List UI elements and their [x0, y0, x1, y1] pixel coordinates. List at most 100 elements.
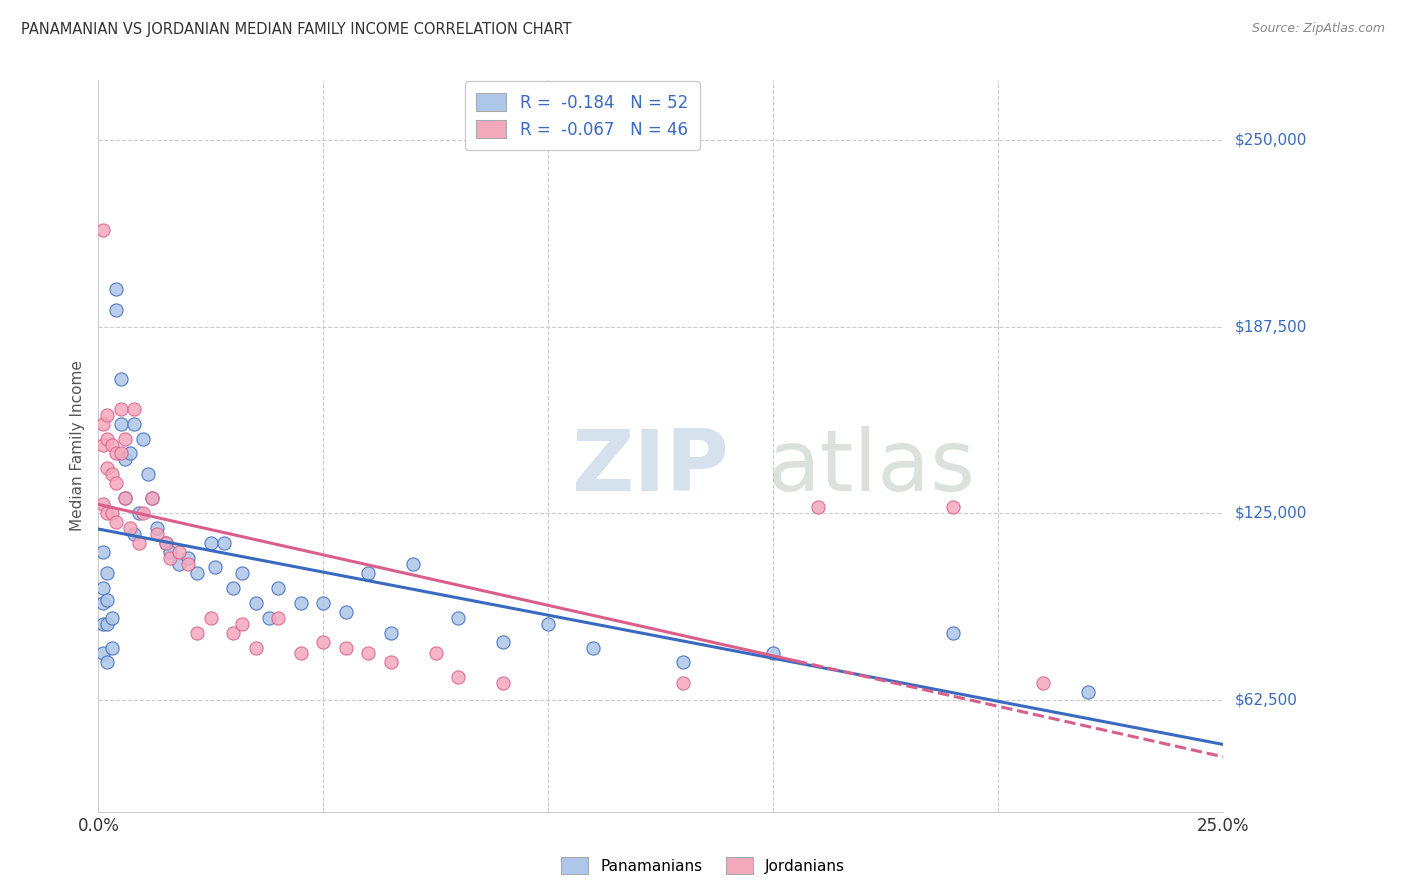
Point	[141, 491, 163, 506]
Point	[447, 610, 470, 624]
Point	[159, 551, 181, 566]
Point	[214, 536, 236, 550]
Point	[200, 610, 222, 624]
Text: $187,500: $187,500	[1234, 319, 1306, 334]
Point	[582, 640, 605, 655]
Point	[96, 656, 118, 670]
Point	[245, 640, 267, 655]
Point	[105, 515, 128, 529]
Point	[267, 581, 290, 595]
Point	[169, 557, 191, 571]
Point	[101, 610, 124, 624]
Point	[492, 676, 515, 690]
Text: Source: ZipAtlas.com: Source: ZipAtlas.com	[1251, 22, 1385, 36]
Point	[96, 506, 118, 520]
Point	[101, 437, 124, 451]
Point	[91, 437, 114, 451]
Legend: Panamanians, Jordanians: Panamanians, Jordanians	[554, 851, 852, 880]
Point	[357, 566, 380, 580]
Point	[537, 616, 560, 631]
Point	[186, 566, 208, 580]
Point	[96, 592, 118, 607]
Point	[231, 566, 253, 580]
Point	[91, 497, 114, 511]
Point	[290, 647, 312, 661]
Point	[672, 656, 695, 670]
Point	[141, 491, 163, 506]
Point	[91, 417, 114, 431]
Point	[155, 536, 177, 550]
Point	[110, 401, 132, 416]
Point	[105, 282, 128, 296]
Point	[312, 596, 335, 610]
Point	[91, 545, 114, 559]
Point	[124, 527, 146, 541]
Point	[1077, 685, 1099, 699]
Point	[91, 616, 114, 631]
Point	[96, 461, 118, 475]
Point	[118, 446, 141, 460]
Point	[259, 610, 281, 624]
Point	[114, 452, 136, 467]
Point	[110, 372, 132, 386]
Point	[380, 625, 402, 640]
Point	[177, 551, 200, 566]
Point	[146, 527, 169, 541]
Point	[169, 545, 191, 559]
Point	[110, 446, 132, 460]
Point	[101, 467, 124, 482]
Point	[807, 500, 830, 515]
Point	[335, 640, 357, 655]
Point	[159, 545, 181, 559]
Y-axis label: Median Family Income: Median Family Income	[69, 360, 84, 532]
Point	[96, 408, 118, 422]
Point	[105, 446, 128, 460]
Point	[96, 432, 118, 446]
Point	[136, 467, 159, 482]
Point	[110, 417, 132, 431]
Point	[942, 625, 965, 640]
Point	[222, 581, 245, 595]
Point	[312, 634, 335, 648]
Point	[380, 656, 402, 670]
Point	[267, 610, 290, 624]
Point	[357, 647, 380, 661]
Point	[200, 536, 222, 550]
Point	[105, 476, 128, 491]
Point	[96, 616, 118, 631]
Point	[177, 557, 200, 571]
Point	[222, 625, 245, 640]
Point	[762, 647, 785, 661]
Point	[101, 506, 124, 520]
Text: ZIP: ZIP	[571, 426, 728, 509]
Point	[124, 401, 146, 416]
Point	[1032, 676, 1054, 690]
Point	[402, 557, 425, 571]
Point	[155, 536, 177, 550]
Point	[492, 634, 515, 648]
Point	[91, 581, 114, 595]
Point	[672, 676, 695, 690]
Point	[118, 521, 141, 535]
Point	[114, 432, 136, 446]
Point	[146, 521, 169, 535]
Point	[91, 596, 114, 610]
Point	[128, 536, 150, 550]
Legend: R =  -0.184   N = 52, R =  -0.067   N = 46: R = -0.184 N = 52, R = -0.067 N = 46	[464, 81, 700, 150]
Point	[101, 640, 124, 655]
Point	[335, 605, 357, 619]
Point	[204, 560, 226, 574]
Point	[290, 596, 312, 610]
Text: PANAMANIAN VS JORDANIAN MEDIAN FAMILY INCOME CORRELATION CHART: PANAMANIAN VS JORDANIAN MEDIAN FAMILY IN…	[21, 22, 572, 37]
Point	[132, 506, 155, 520]
Point	[942, 500, 965, 515]
Point	[105, 303, 128, 318]
Point	[186, 625, 208, 640]
Point	[128, 506, 150, 520]
Point	[245, 596, 267, 610]
Text: $62,500: $62,500	[1234, 692, 1298, 707]
Point	[91, 222, 114, 236]
Text: $125,000: $125,000	[1234, 506, 1306, 521]
Point	[114, 491, 136, 506]
Point	[124, 417, 146, 431]
